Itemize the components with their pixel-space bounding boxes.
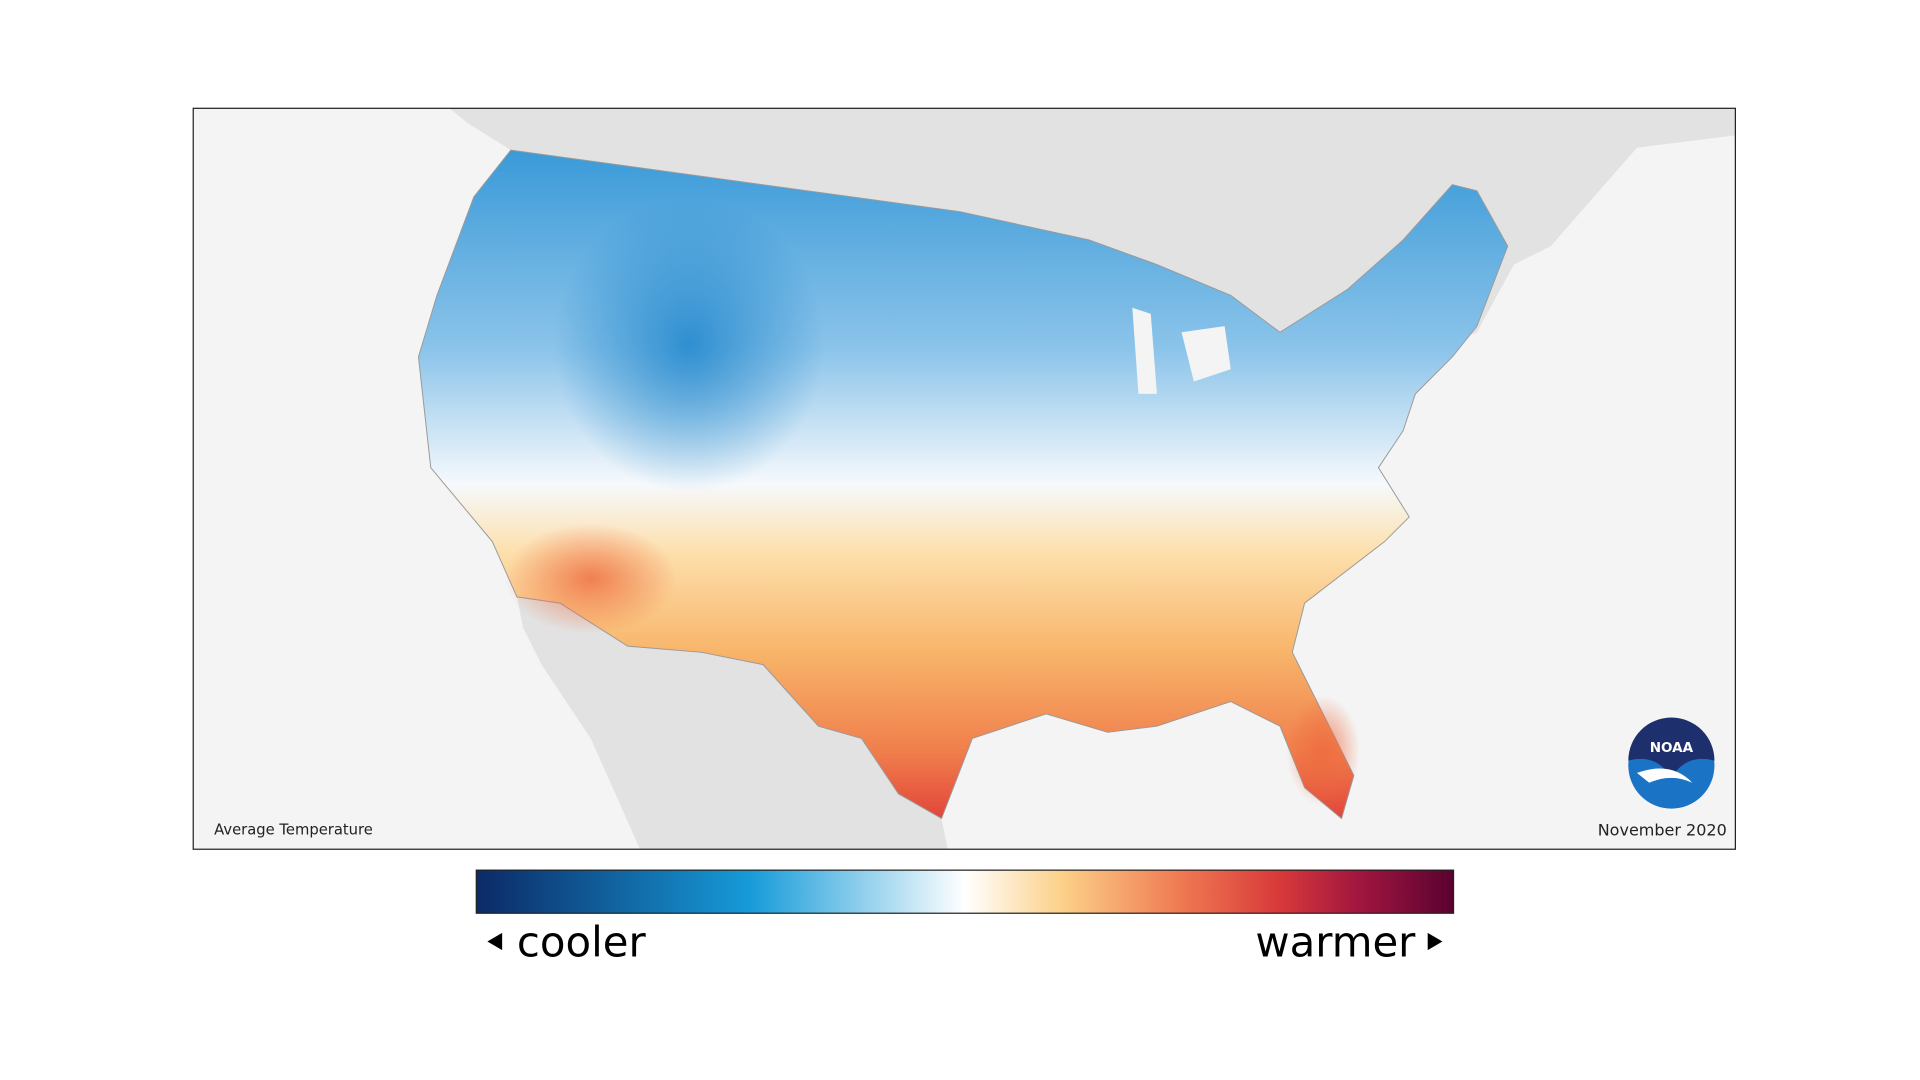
map-frame	[192, 107, 1736, 850]
right-arrow	[1427, 932, 1443, 951]
legend-low: cooler	[517, 917, 647, 966]
logo-bird	[1636, 768, 1693, 783]
great-lakes	[1132, 307, 1231, 394]
florida-warm	[1286, 695, 1360, 807]
legend-high: warmer	[1255, 917, 1416, 966]
noaa-logo: NOAA	[1628, 717, 1715, 809]
logo-text: NOAA	[1650, 740, 1694, 756]
rockies-cool	[553, 196, 825, 493]
map-title: Average Temperature	[214, 821, 373, 838]
color-scale	[475, 869, 1455, 914]
left-arrow	[487, 932, 503, 951]
map	[193, 108, 1736, 850]
mexico	[516, 596, 948, 850]
logo-top	[1628, 717, 1715, 778]
map-date: November 2020	[1598, 821, 1727, 840]
southwest-warm	[504, 523, 677, 634]
